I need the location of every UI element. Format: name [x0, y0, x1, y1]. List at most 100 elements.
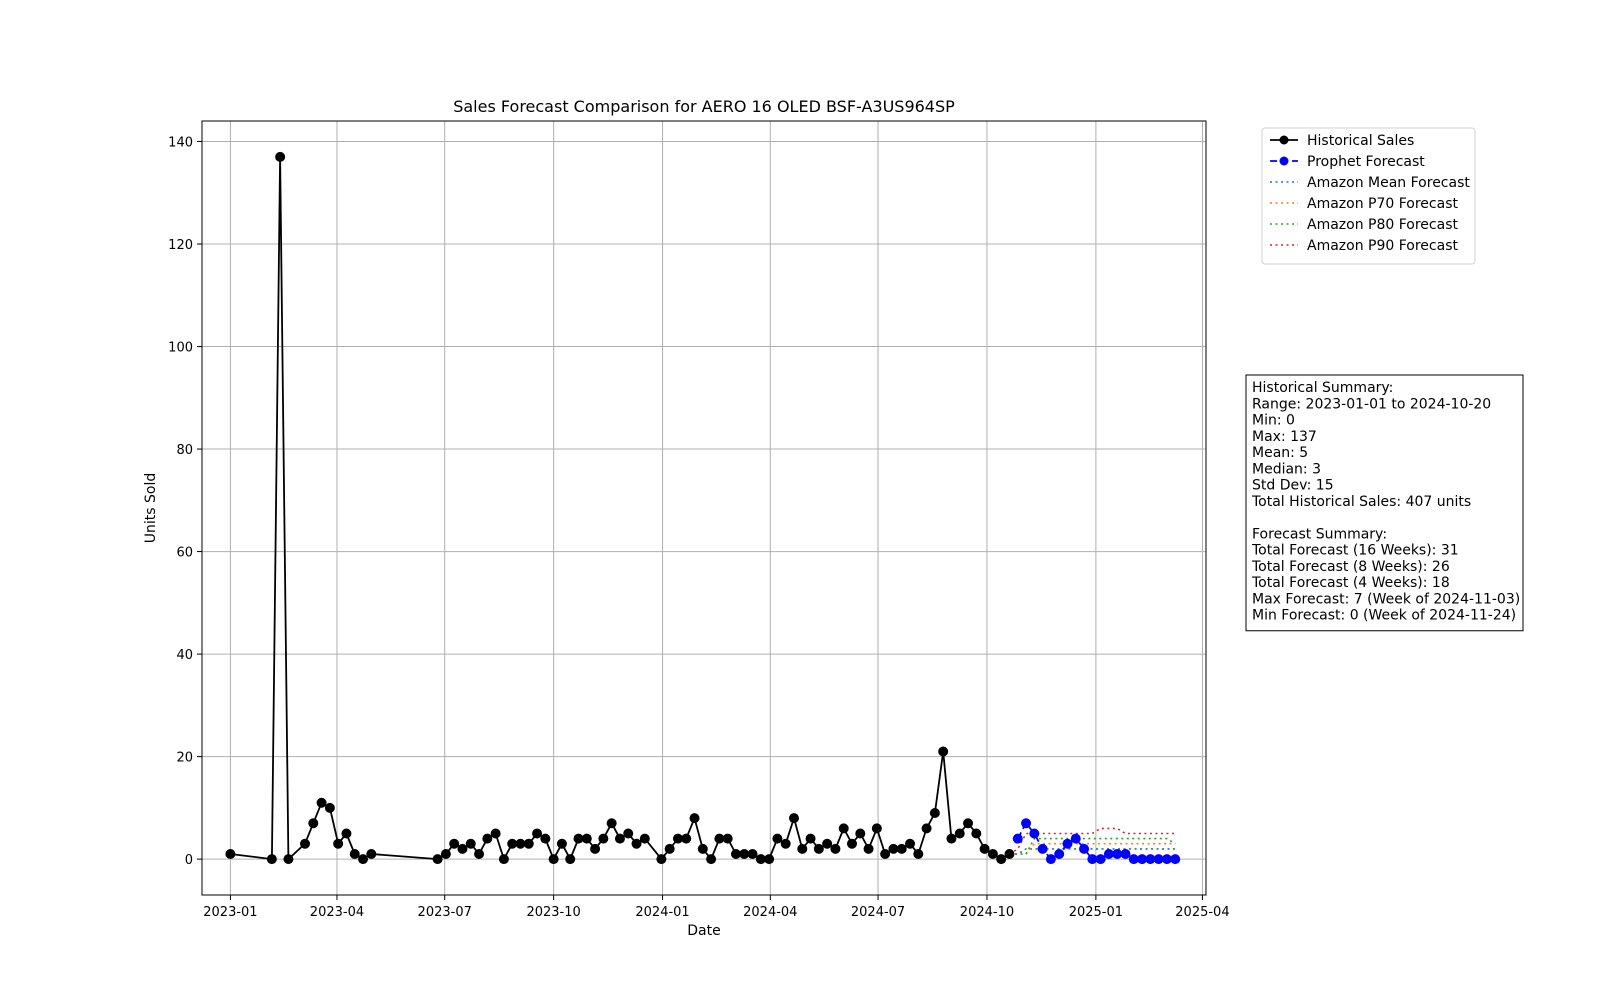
summary-line: Historical Summary:: [1252, 380, 1393, 396]
legend-frame: [1261, 127, 1476, 265]
legend: Historical Sales Prophet Forecast Amazon M…: [1261, 127, 1476, 265]
historical-sales-point: [838, 823, 849, 834]
historical-sales-point: [275, 151, 286, 162]
historical-sales-point: [283, 854, 294, 865]
historical-sales-point: [813, 843, 824, 854]
historical-sales-point: [623, 828, 634, 839]
historical-sales-point: [714, 833, 725, 844]
amazon-p70-forecast-series: [1009, 842, 1176, 855]
summary-frame: [1245, 374, 1524, 632]
historical-sales-point: [581, 833, 592, 844]
historical-sales-point: [349, 848, 360, 859]
legend-label-amazon-mean-forecast: Amazon Mean Forecast: [1307, 175, 1470, 191]
historical-sales-point: [316, 797, 327, 808]
historical-sales-point: [614, 833, 625, 844]
historical-sales-point: [805, 833, 816, 844]
historical-sales-point: [1004, 848, 1015, 859]
y-tick-label: 100: [168, 341, 193, 356]
prophet-forecast-point: [1029, 828, 1040, 839]
historical-sales-point: [358, 854, 369, 865]
y-tick-label: 0: [185, 853, 193, 868]
grid-lines: [202, 121, 1206, 895]
y-tick-label: 40: [176, 648, 193, 663]
series-layer: [225, 151, 1181, 865]
historical-sales-point: [963, 818, 974, 829]
historical-sales-point: [440, 848, 451, 859]
historical-sales-point: [896, 843, 907, 854]
summary-line: Min: 0: [1252, 413, 1295, 429]
historical-sales-point: [830, 843, 841, 854]
y-tick-label: 60: [176, 546, 193, 561]
historical-sales-point: [308, 818, 319, 829]
historical-sales-point: [797, 843, 808, 854]
prophet-forecast-point: [1128, 854, 1139, 865]
historical-sales-point: [822, 838, 833, 849]
chart-title: Sales Forecast Comparison for AERO 16 OL…: [453, 97, 955, 116]
historical-sales-point: [979, 843, 990, 854]
x-tick-label: 2025-04: [1175, 905, 1229, 920]
historical-sales-point: [225, 848, 236, 859]
amazon-mean-forecast-line: [1009, 848, 1176, 855]
legend-marker-prophet-forecast: [1279, 156, 1289, 166]
historical-sales-point: [747, 848, 758, 859]
historical-sales-point: [739, 848, 750, 859]
x-tick-label: 2023-04: [310, 905, 364, 920]
prophet-forecast-point: [1087, 854, 1098, 865]
historical-sales-point: [722, 833, 733, 844]
historical-sales-point: [449, 838, 460, 849]
historical-sales-point: [788, 813, 799, 824]
x-tick-label: 2023-01: [203, 905, 257, 920]
x-tick-label: 2023-10: [526, 905, 580, 920]
historical-sales-point: [871, 823, 882, 834]
historical-sales-point: [465, 838, 476, 849]
y-axis-title: Units Sold: [143, 473, 159, 543]
summary-line: Min Forecast: 0 (Week of 2024-11-24): [1252, 608, 1516, 624]
historical-sales-series: [225, 151, 1015, 865]
historical-sales-point: [905, 838, 916, 849]
historical-sales-point: [540, 833, 551, 844]
legend-label-amazon-p90-forecast: Amazon P90 Forecast: [1307, 238, 1458, 254]
historical-sales-point: [929, 807, 940, 818]
prophet-forecast-point: [1045, 854, 1056, 865]
historical-sales-point: [780, 838, 791, 849]
historical-sales-point: [556, 838, 567, 849]
legend-label-amazon-p80-forecast: Amazon P80 Forecast: [1307, 217, 1458, 233]
prophet-forecast-point: [1054, 848, 1065, 859]
historical-sales-point: [590, 843, 601, 854]
summary-line: Median: 3: [1252, 461, 1321, 477]
historical-sales-point: [880, 848, 891, 859]
historical-sales-point: [457, 843, 468, 854]
historical-sales-point: [730, 848, 741, 859]
historical-sales-point: [706, 854, 717, 865]
prophet-forecast-point: [1103, 848, 1114, 859]
historical-sales-point: [855, 828, 866, 839]
historical-sales-point: [863, 843, 874, 854]
summary-line: Mean: 5: [1252, 445, 1308, 461]
x-axis-title: Date: [687, 923, 720, 939]
historical-sales-point: [523, 838, 534, 849]
historical-sales-point: [631, 838, 642, 849]
amazon-p80-forecast-series: [1009, 837, 1176, 855]
amazon-p80-forecast-line: [1009, 837, 1176, 855]
historical-sales-point: [656, 854, 667, 865]
historical-sales-point: [697, 843, 708, 854]
historical-sales-point: [515, 838, 526, 849]
prophet-forecast-point: [1112, 848, 1123, 859]
prophet-forecast-point: [1137, 854, 1148, 865]
x-tick-label: 2023-07: [418, 905, 472, 920]
x-tick-label: 2024-07: [851, 905, 905, 920]
amazon-mean-forecast-series: [1009, 848, 1176, 855]
axis-ticks: 2023-01 2023-04 2023-07 2023-10 2024-01 2024-…: [168, 136, 1229, 920]
prophet-forecast-point: [1161, 854, 1172, 865]
summary-line: Std Dev: 15: [1252, 478, 1334, 494]
y-tick-label: 120: [168, 238, 193, 253]
prophet-forecast-point: [1120, 848, 1131, 859]
summary-line: Total Historical Sales: 407 units: [1251, 494, 1471, 510]
historical-sales-point: [913, 848, 924, 859]
historical-sales-point: [846, 838, 857, 849]
historical-sales-point: [764, 854, 775, 865]
prophet-forecast-point: [1062, 838, 1073, 849]
historical-sales-point: [598, 833, 609, 844]
historical-sales-point: [996, 854, 1007, 865]
